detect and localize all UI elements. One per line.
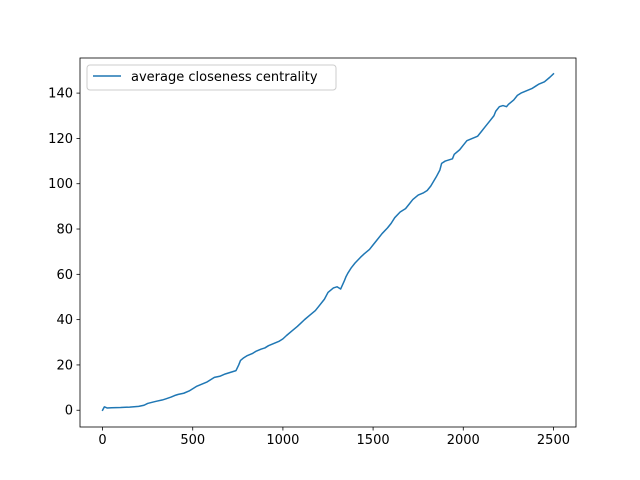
legend-box xyxy=(86,64,337,91)
plot-area xyxy=(101,72,555,412)
y-tick-label: 20 xyxy=(56,358,73,373)
series-line-0 xyxy=(101,72,555,412)
x-tick-label: 500 xyxy=(180,433,205,448)
y-tick-label: 60 xyxy=(56,268,73,283)
x-tick-label: 1000 xyxy=(266,433,299,448)
y-tick-label: 80 xyxy=(56,223,73,238)
y-tick-label: 120 xyxy=(48,132,73,147)
y-tick-label: 100 xyxy=(48,177,73,192)
legend-label: average closeness centrality xyxy=(131,70,318,85)
x-tick-label: 2500 xyxy=(537,433,570,448)
legend: average closeness centrality xyxy=(86,64,337,91)
y-tick-label: 40 xyxy=(56,313,73,328)
x-tick-label: 0 xyxy=(98,433,106,448)
x-tick-label: 1500 xyxy=(357,433,390,448)
x-tick-label: 2000 xyxy=(447,433,480,448)
y-tick-label: 140 xyxy=(48,87,73,102)
y-tick-label: 0 xyxy=(65,404,73,419)
axes-frame xyxy=(79,57,577,428)
axes: 0 500 1000 1500 2000 2500 0 20 40 60 80 100 120 140 xyxy=(48,57,577,448)
